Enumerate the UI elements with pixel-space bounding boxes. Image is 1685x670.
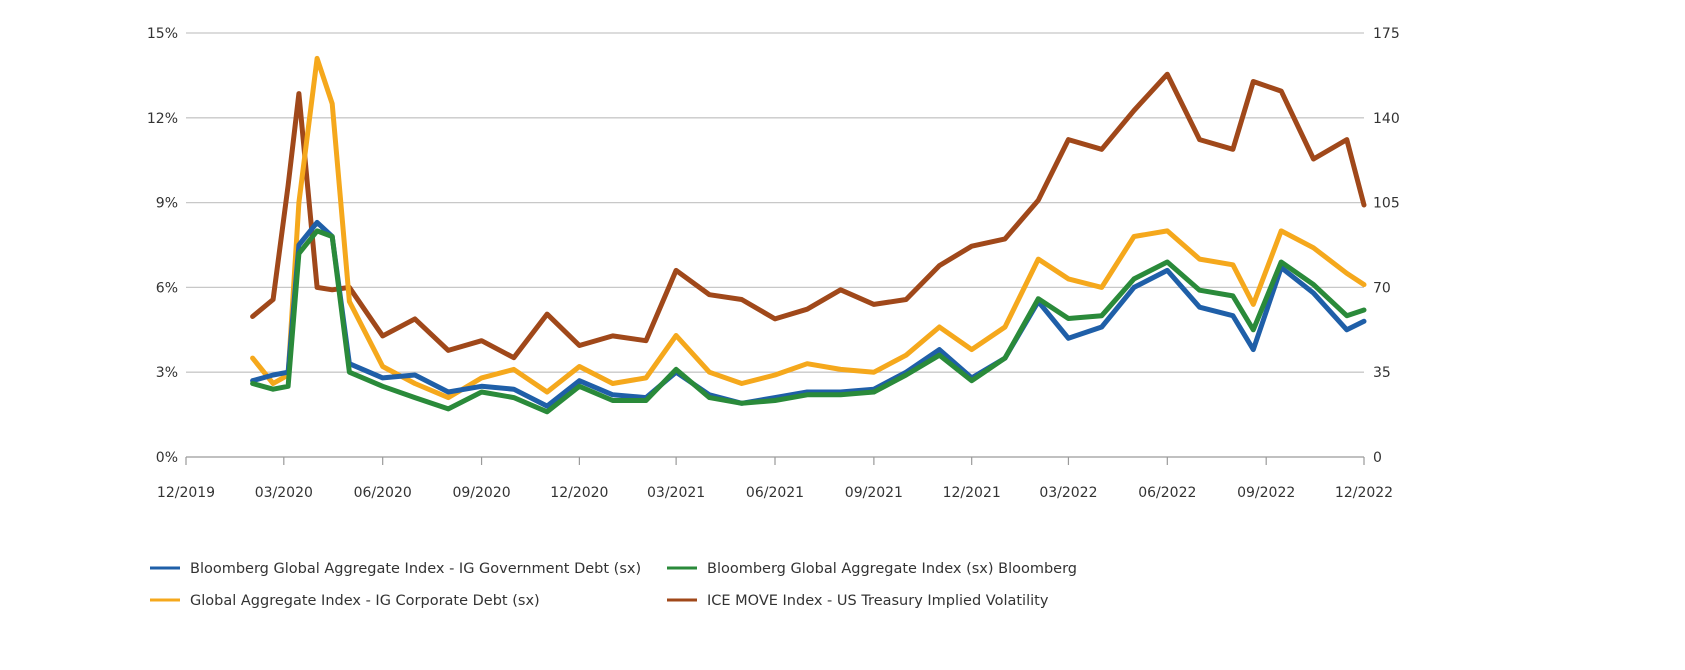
left-axis-ticks: 0% 3% 6% 9% 12% 15% — [147, 26, 178, 466]
x-tick-label: 06/2021 — [746, 485, 804, 501]
series-line-0 — [250, 219, 1367, 409]
right-tick-label: 105 — [1373, 196, 1400, 212]
x-tick-label: 09/2021 — [845, 485, 903, 501]
x-tick-label: 12/2022 — [1335, 485, 1393, 501]
series-line-1 — [250, 228, 1367, 415]
legend: Bloomberg Global Aggregate Index - IG Go… — [150, 561, 1077, 609]
series-line-2 — [250, 55, 1367, 401]
right-axis-ticks: 0 35 70 105 140 175 — [1373, 26, 1400, 466]
right-tick-label: 70 — [1373, 280, 1391, 296]
x-tick-label: 06/2022 — [1138, 485, 1196, 501]
right-tick-label: 175 — [1373, 26, 1400, 42]
right-tick-label: 35 — [1373, 365, 1391, 381]
right-tick-label: 0 — [1373, 450, 1382, 466]
x-tick-label: 12/2020 — [550, 485, 608, 501]
x-axis-ticks: 12/2019 03/2020 06/2020 09/2020 12/2020 03/20… — [157, 457, 1393, 501]
right-tick-label: 140 — [1373, 111, 1400, 127]
x-tick-label: 03/2020 — [255, 485, 313, 501]
left-tick-label: 6% — [156, 280, 178, 296]
left-tick-label: 9% — [156, 196, 178, 212]
legend-label: Bloomberg Global Aggregate Index (sx) Bl… — [707, 561, 1077, 577]
legend-label: ICE MOVE Index - US Treasury Implied Vol… — [707, 593, 1049, 609]
left-tick-label: 3% — [156, 365, 178, 381]
x-tick-label: 09/2020 — [452, 485, 510, 501]
gridlines — [186, 32, 1364, 458]
x-tick-label: 09/2022 — [1237, 485, 1295, 501]
legend-item: Bloomberg Global Aggregate Index (sx) Bl… — [667, 561, 1077, 577]
legend-item: ICE MOVE Index - US Treasury Implied Vol… — [667, 593, 1049, 609]
legend-item: Bloomberg Global Aggregate Index - IG Go… — [150, 561, 641, 577]
left-tick-label: 15% — [147, 26, 178, 42]
left-tick-label: 12% — [147, 111, 178, 127]
x-tick-label: 06/2020 — [354, 485, 412, 501]
x-tick-label: 03/2022 — [1039, 485, 1097, 501]
legend-label: Global Aggregate Index - IG Corporate De… — [190, 593, 540, 609]
legend-label: Bloomberg Global Aggregate Index - IG Go… — [190, 561, 641, 577]
left-tick-label: 0% — [156, 450, 178, 466]
x-tick-label: 12/2019 — [157, 485, 215, 501]
legend-item: Global Aggregate Index - IG Corporate De… — [150, 593, 540, 609]
x-tick-label: 03/2021 — [647, 485, 705, 501]
series-lines — [250, 55, 1367, 415]
series-line-3 — [250, 71, 1367, 361]
x-tick-label: 12/2021 — [943, 485, 1001, 501]
